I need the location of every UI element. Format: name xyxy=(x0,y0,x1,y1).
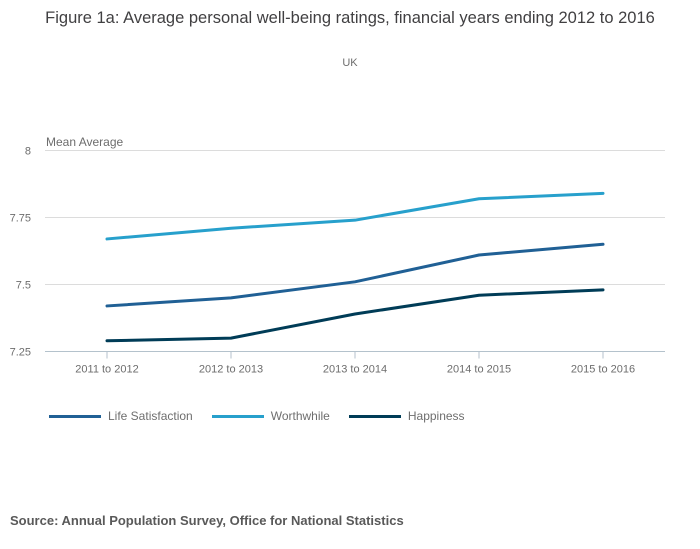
y-tick-label: 7.5 xyxy=(16,280,31,292)
legend-item-happiness: Happiness xyxy=(348,409,465,423)
x-tick-label: 2012 to 2013 xyxy=(199,364,263,376)
y-tick-label: 7.25 xyxy=(10,347,31,359)
x-tick-label: 2015 to 2016 xyxy=(571,364,635,376)
legend-item-life-satisfaction: Life Satisfaction xyxy=(49,409,193,423)
legend-item-worthwhile: Worthwhile xyxy=(211,409,330,423)
legend-swatch xyxy=(49,414,101,418)
x-tick-label: 2013 to 2014 xyxy=(323,364,387,376)
legend-label: Happiness xyxy=(407,409,465,423)
legend-swatch xyxy=(211,414,264,418)
chart-subtitle: UK xyxy=(342,57,358,69)
y-axis-label: Mean Average xyxy=(46,135,123,149)
chart-legend: Life Satisfaction Worthwhile Happiness xyxy=(49,409,465,423)
y-tick-label: 8 xyxy=(25,146,31,158)
series-line-happiness xyxy=(105,288,605,343)
line-chart-plot-area: 8 7.75 7.5 7.25 Mean Average 2011 to 2012 2012… xyxy=(10,135,665,376)
source-note: Source: Annual Population Survey, Office… xyxy=(10,513,404,528)
series-line-worthwhile xyxy=(105,191,605,241)
x-tick-label: 2014 to 2015 xyxy=(447,364,511,376)
chart-title: Figure 1a: Average personal well-being r… xyxy=(45,9,655,27)
legend-label: Worthwhile xyxy=(270,409,330,423)
legend-swatch xyxy=(348,414,401,418)
series-line-life-satisfaction xyxy=(105,242,605,308)
y-tick-label: 7.75 xyxy=(10,213,31,225)
x-tick-label: 2011 to 2012 xyxy=(75,364,138,376)
legend-label: Life Satisfaction xyxy=(108,409,193,423)
